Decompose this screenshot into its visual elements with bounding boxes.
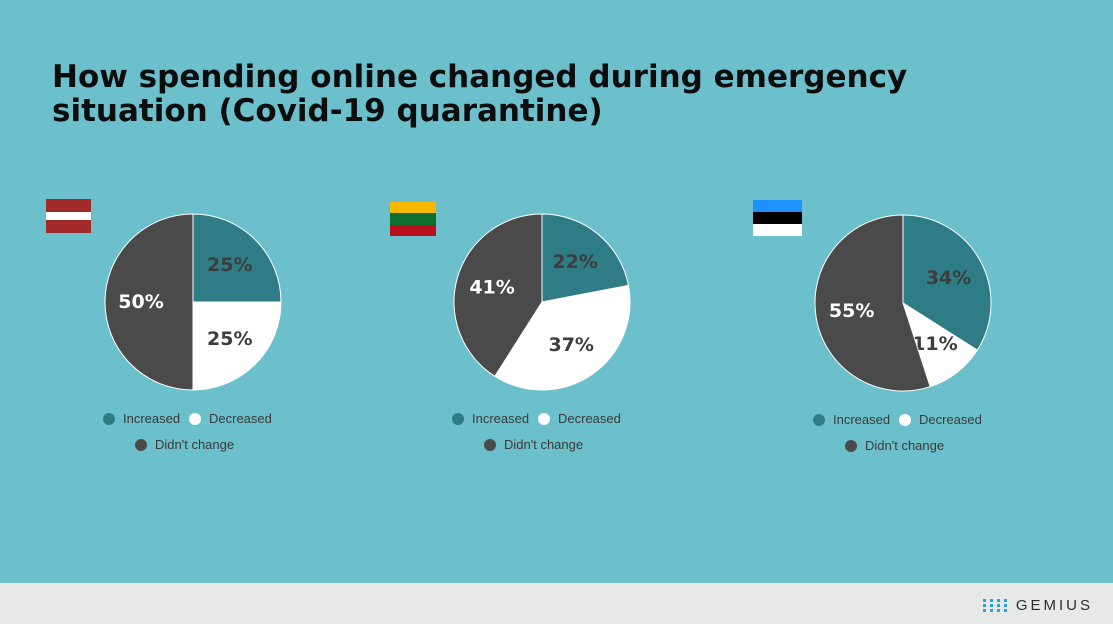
legend-label-increased: Increased [123, 411, 181, 426]
title-line-1: How spending online changed during emerg… [52, 59, 908, 95]
legend-label-decreased: Decreased [209, 411, 272, 426]
legend-label-didnt-change: Didn't change [155, 437, 235, 452]
pie-chart-estonia: 34% 11% 55% [814, 214, 992, 392]
legend-label-didnt-change: Didn't change [504, 437, 584, 452]
legend-label-decreased: Decreased [919, 412, 982, 427]
lithuania-flag [390, 202, 436, 236]
pie-chart-lithuania: 22% 37% 41% [453, 213, 631, 391]
legend-item-didnt-change: Didn't change [845, 438, 944, 453]
pie-label-didnt-change: 55% [829, 300, 874, 322]
legend-item-increased: Increased [813, 412, 890, 427]
legend-dot-decreased [189, 412, 201, 425]
title-line-2: situation (Covid-19 quarantine) [52, 93, 603, 129]
legend-dot-decreased [899, 413, 911, 426]
pie-label-decreased: 25% [207, 328, 252, 350]
gemius-logo-text: GEMIUS [1015, 597, 1093, 614]
pie-label-didnt-change: 50% [118, 291, 163, 313]
legend-item-decreased: Decreased [189, 411, 272, 426]
legend-item-decreased: Decreased [899, 412, 982, 427]
pie-label-didnt-change: 41% [469, 276, 514, 298]
legend-dot-didnt-change [135, 438, 147, 451]
legend-item-didnt-change: Didn't change [484, 437, 583, 452]
pie-label-decreased: 37% [548, 334, 593, 356]
legend-dot-increased [452, 412, 464, 425]
legend-dot-didnt-change [845, 439, 857, 452]
gemius-logo: GEMIUS [982, 597, 1093, 614]
legend-label-decreased: Decreased [558, 411, 621, 426]
legend-estonia: Increased Decreased Didn't change [813, 412, 1013, 457]
gemius-logo-icon [982, 599, 1008, 612]
legend-dot-decreased [538, 412, 550, 425]
pie-slice-decreased [494, 284, 631, 391]
legend-item-increased: Increased [103, 411, 180, 426]
legend-item-increased: Increased [452, 411, 529, 426]
latvia-flag [46, 199, 91, 233]
pie-chart-latvia: 25% 25% 50% [104, 213, 282, 391]
legend-latvia: Increased Decreased Didn't change [103, 411, 303, 456]
legend-item-didnt-change: Didn't change [135, 437, 234, 452]
page-title: How spending online changed during emerg… [52, 60, 1052, 128]
footer-bar: GEMIUS [0, 583, 1113, 624]
legend-label-increased: Increased [472, 411, 530, 426]
pie-label-increased: 25% [207, 254, 252, 276]
legend-dot-increased [103, 412, 115, 425]
legend-label-didnt-change: Didn't change [865, 438, 945, 453]
pie-slice-increased [541, 213, 630, 303]
estonia-flag [753, 200, 802, 236]
pie-slice-increased [192, 213, 282, 303]
pie-label-increased: 22% [552, 251, 597, 273]
pie-slice-didnt-change [104, 213, 194, 391]
legend-dot-didnt-change [484, 438, 496, 451]
legend-label-increased: Increased [833, 412, 891, 427]
legend-lithuania: Increased Decreased Didn't change [452, 411, 652, 456]
pie-slice-didnt-change [453, 213, 543, 377]
pie-slice-decreased [192, 301, 282, 391]
legend-item-decreased: Decreased [538, 411, 621, 426]
pie-label-decreased: 11% [912, 333, 957, 355]
pie-slice-didnt-change [814, 214, 931, 392]
legend-dot-increased [813, 413, 825, 426]
pie-label-increased: 34% [926, 267, 971, 289]
